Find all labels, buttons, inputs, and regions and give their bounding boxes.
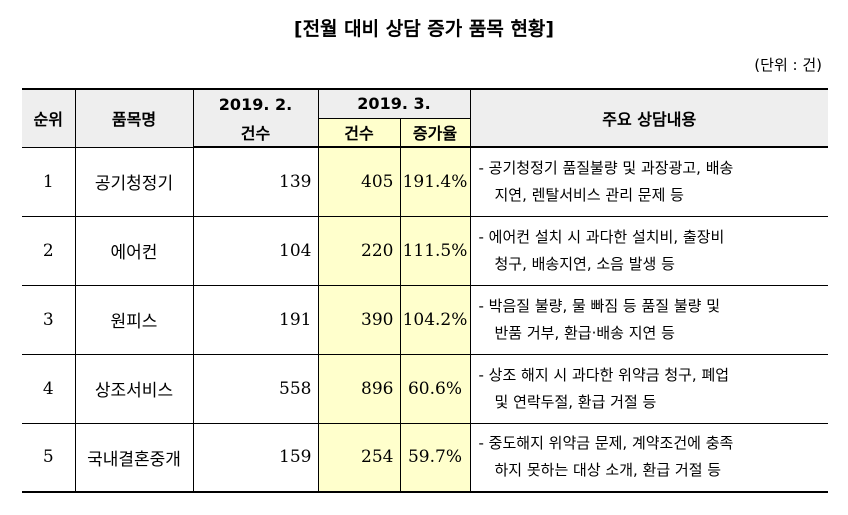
header-cell: 건수 [317, 117, 401, 148]
item-cell: 에어컨 [74, 215, 194, 286]
header-cell: 2019. 2. [192, 88, 319, 118]
header-cell: 순위 [22, 88, 76, 148]
mar-count-cell: 254 [317, 422, 401, 493]
header-row: 순위 품목명 2019. 2. 2019. 3. 주요 상담내용 [22, 88, 828, 148]
unit: (단위 : 건) [754, 56, 822, 74]
mar-count-cell: 405 [317, 146, 401, 217]
row: 4 상조서비스 558 896 60.6% - 상조 해지 시 과다한 위약금 청구, 폐… [22, 353, 828, 424]
feb-count-cell: 139 [192, 146, 319, 217]
desc-line: - 상조 해지 시 과다한 위약금 청구, 폐업 [478, 365, 730, 384]
desc-line: - 중도해지 위약금 문제, 계약조건에 충족 [478, 434, 734, 453]
feb-count-cell: 558 [192, 353, 319, 424]
desc-line: 지연, 렌탈서비스 관리 문제 등 [494, 185, 684, 204]
row: 1 공기청정기 139 405 191.4% - 공기청정기 품질불량 및 과장광고, 배… [22, 146, 828, 217]
mar-count-cell: 220 [317, 215, 401, 286]
header-cell: 주요 상담내용 [469, 88, 828, 148]
rank-cell: 1 [22, 146, 76, 217]
rate-cell: 60.6% [399, 353, 471, 424]
header-cell: 건수 [193, 118, 319, 148]
table: 순위 품목명 2019. 2. 2019. 3. 주요 상담내용 건수 건수 증… [22, 88, 828, 493]
feb-count-cell: 104 [192, 215, 319, 286]
header-cell: 품목명 [74, 88, 194, 148]
header-cell: 2019. 3. [317, 88, 471, 119]
item-cell: 국내결혼중개 [74, 422, 194, 493]
rate-cell: 104.2% [399, 284, 471, 355]
mar-count-cell: 390 [317, 284, 401, 355]
rank-cell: 5 [22, 422, 76, 493]
item-cell: 공기청정기 [74, 146, 194, 217]
desc-line: 및 연락두절, 환급 거절 등 [494, 392, 657, 411]
mar-count-cell: 896 [317, 353, 401, 424]
rate-cell: 111.5% [399, 215, 471, 286]
row: 5 국내결혼중개 159 254 59.7% - 중도해지 위약금 문제, 계약조건에 충… [22, 422, 828, 493]
rank-cell: 2 [22, 215, 76, 286]
header-cell: 증가율 [399, 117, 470, 148]
item-cell: 상조서비스 [74, 353, 194, 424]
rate-cell: 191.4% [399, 146, 471, 217]
feb-count-cell: 191 [192, 284, 319, 355]
desc-line: - 공기청정기 품질불량 및 과장광고, 배송 [478, 158, 734, 177]
desc-line: - 박음질 불량, 물 빠짐 등 품질 불량 및 [478, 296, 721, 315]
row: 3 원피스 191 390 104.2% - 박음질 불량, 물 빠짐 등 품질 불량 및… [22, 284, 828, 355]
desc-line: 하지 못하는 대상 소개, 환급 거절 등 [494, 461, 722, 480]
desc-line: 청구, 배송지연, 소음 발생 등 [494, 254, 675, 273]
desc-line: - 에어컨 설치 시 과다한 설치비, 출장비 [478, 227, 725, 246]
rank-cell: 4 [22, 353, 76, 424]
rate-cell: 59.7% [399, 422, 471, 493]
item-cell: 원피스 [74, 284, 194, 355]
row: 2 에어컨 104 220 111.5% - 에어컨 설치 시 과다한 설치비, 출장비 청… [22, 215, 828, 286]
rank-cell: 3 [22, 284, 76, 355]
title: [전월 대비 상담 증가 품목 현황] [293, 18, 555, 40]
desc-line: 반품 거부, 환급·배송 지연 등 [494, 323, 675, 342]
feb-count-cell: 159 [192, 422, 319, 493]
